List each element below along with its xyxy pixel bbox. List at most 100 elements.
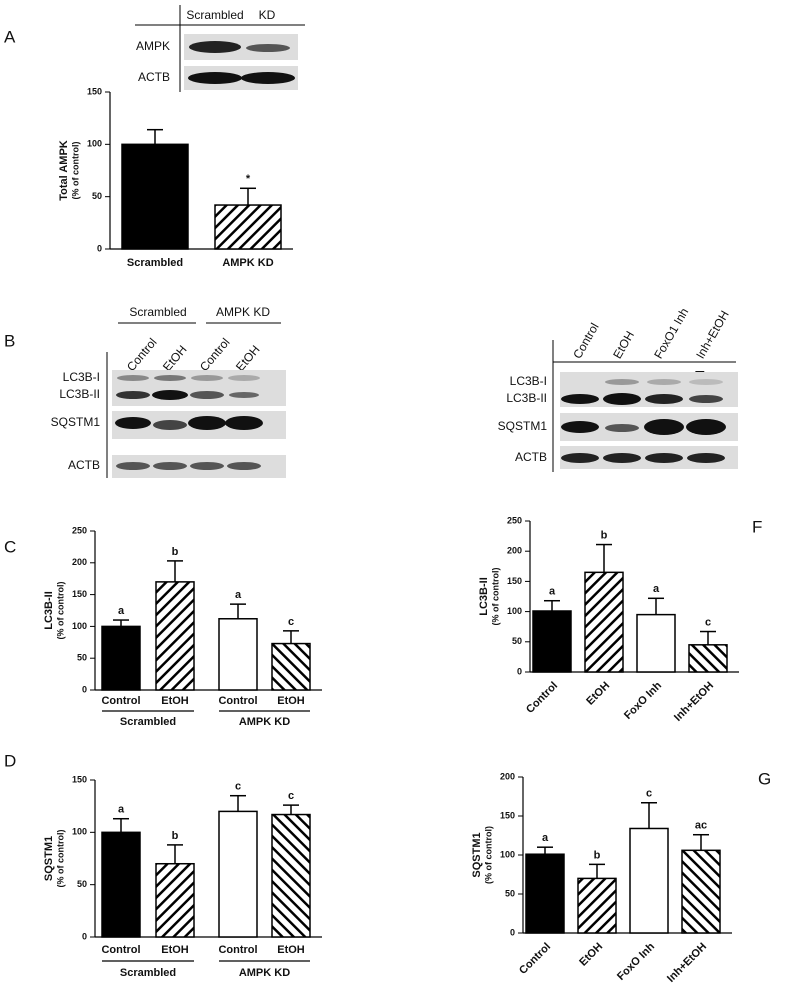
blot-row: ACTB [68, 458, 100, 472]
bar [525, 853, 565, 934]
y-tick-label: 100 [72, 827, 87, 837]
y-axis-unit: (% of control) [483, 826, 493, 884]
blot-b: Scrambled AMPK KD Control EtOH Control E… [51, 305, 286, 478]
y-tick-label: 0 [82, 931, 87, 941]
blot-row: LC3B-II [506, 391, 547, 405]
y-tick-label: 50 [77, 879, 87, 889]
significance-label: b [601, 529, 608, 541]
x-tick-label: Control [517, 941, 553, 977]
y-tick-label: 200 [72, 557, 87, 567]
y-tick-label: 0 [517, 666, 522, 676]
x-tick-label: Inh+EtOH [672, 680, 716, 724]
group-label: AMPK KD [239, 967, 290, 979]
y-axis-unit: (% of control) [55, 582, 65, 640]
x-tick-label: Scrambled [127, 257, 183, 269]
y-axis-unit: (% of control) [490, 568, 500, 626]
x-tick-label: Control [218, 944, 257, 956]
significance-label: a [542, 832, 549, 844]
x-tick-label: FoxO Inh [622, 679, 664, 721]
blot-row: SQSTM1 [498, 419, 548, 433]
bar [101, 831, 141, 938]
panel-letter: A [4, 27, 16, 46]
significance-label: a [235, 589, 242, 601]
y-tick-label: 0 [97, 243, 102, 253]
bar [636, 613, 676, 673]
blot-lane: Control [124, 335, 160, 374]
significance-label: ac [695, 820, 707, 832]
y-axis-unit: (% of control) [55, 830, 65, 888]
bar [688, 644, 728, 673]
bar [271, 642, 311, 691]
y-tick-label: 250 [72, 525, 87, 535]
x-tick-label: EtOH [577, 941, 605, 969]
blot-column: Scrambled [186, 8, 243, 22]
bar [577, 877, 617, 934]
bar [629, 827, 669, 934]
y-tick-label: 100 [87, 139, 102, 149]
x-tick-label: AMPK KD [222, 257, 273, 269]
significance-label: c [646, 788, 652, 800]
bar [218, 618, 258, 691]
x-tick-label: FoxO Inh [615, 940, 657, 982]
y-axis-label: Total AMPK [58, 140, 70, 201]
blot-row: LC3B-I [510, 374, 547, 388]
x-tick-label: EtOH [277, 695, 305, 707]
blot-e: Control EtOH FoxO1 Inh Inh+EtOH LC3B-I L… [498, 306, 738, 472]
bar [218, 810, 258, 938]
blot-row: LC3B-II [59, 387, 100, 401]
y-axis-label: LC3B-II [43, 591, 55, 630]
blot-lane: EtOH [610, 329, 637, 361]
y-tick-label: 0 [510, 927, 515, 937]
group-label: Scrambled [120, 716, 176, 728]
x-tick-label: Control [524, 680, 560, 716]
y-tick-label: 150 [507, 576, 522, 586]
y-tick-label: 50 [512, 636, 522, 646]
significance-label: a [653, 583, 660, 595]
blot-row: ACTB [138, 70, 170, 84]
bar [532, 610, 572, 673]
x-tick-label: Control [101, 944, 140, 956]
significance-label: c [288, 616, 294, 628]
y-axis-label: SQSTM1 [471, 832, 483, 877]
blot-lane: EtOH [160, 342, 190, 373]
significance-label: b [172, 546, 179, 558]
bar [584, 571, 624, 673]
significance-label: b [172, 830, 179, 842]
group-label: AMPK KD [239, 716, 290, 728]
y-tick-label: 150 [72, 589, 87, 599]
significance-label: c [288, 790, 294, 802]
y-axis-unit: (% of control) [70, 142, 80, 200]
significance-label: b [594, 849, 601, 861]
panel-letter: F [752, 517, 762, 536]
x-tick-label: Control [101, 695, 140, 707]
group-label: Scrambled [120, 967, 176, 979]
x-tick-label: EtOH [161, 695, 189, 707]
blot-row: LC3B-I [63, 370, 100, 384]
blot-row: ACTB [515, 450, 547, 464]
significance-label: c [235, 781, 241, 793]
y-tick-label: 100 [500, 849, 515, 859]
bar [681, 849, 721, 934]
blot-lane: FoxO1 Inh [651, 306, 691, 362]
x-tick-label: EtOH [584, 680, 612, 708]
y-tick-label: 50 [77, 653, 87, 663]
bar [155, 862, 195, 938]
y-tick-label: 200 [500, 771, 515, 781]
y-tick-label: 250 [507, 515, 522, 525]
bar [155, 581, 195, 691]
bar [214, 204, 282, 250]
y-tick-label: 50 [505, 888, 515, 898]
y-tick-label: 0 [82, 684, 87, 694]
panel-letter: B [4, 331, 15, 350]
y-tick-label: 150 [500, 810, 515, 820]
y-axis-label: SQSTM1 [43, 836, 55, 881]
significance-label: a [118, 804, 125, 816]
bar [271, 813, 311, 938]
panel-letter: G [758, 769, 771, 788]
blot-row: SQSTM1 [51, 415, 101, 429]
blot-group: AMPK KD [216, 305, 270, 319]
panel-letter: D [4, 751, 16, 770]
panel-letter: C [4, 537, 16, 556]
